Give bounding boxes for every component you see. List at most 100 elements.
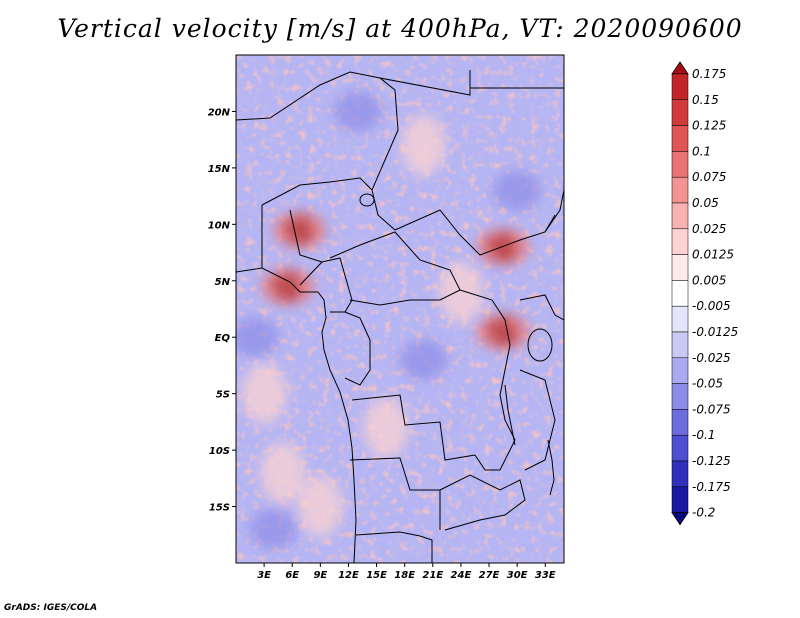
weak-ascent-area xyxy=(438,262,483,323)
lon-tick-label: 18E xyxy=(394,570,415,581)
colorbar-swatch xyxy=(671,305,689,333)
colorbar-swatch xyxy=(671,254,689,281)
colorbar-swatch xyxy=(671,151,689,178)
border-drc-south xyxy=(351,394,476,461)
colorbar-swatch xyxy=(671,383,689,410)
longitude-axis: 3E 6E 9E 12E 15E 18E 21E 24E 27E 30E 33E xyxy=(257,563,556,581)
descent-area xyxy=(399,339,448,380)
colorbar-level-label: 0.175 xyxy=(692,67,726,81)
velocity-field xyxy=(236,55,564,563)
descent-area xyxy=(236,317,279,358)
colorbar-swatch xyxy=(671,176,689,204)
lat-tick-label: 15S xyxy=(209,503,230,514)
weak-ascent-area xyxy=(260,442,305,503)
colorbar-level-label: -0.025 xyxy=(692,351,731,365)
colorbar-level-label: -0.125 xyxy=(692,454,731,468)
ascent-region xyxy=(477,313,530,350)
colorbar-level-label: -0.075 xyxy=(692,402,731,416)
lat-tick-label: 20N xyxy=(208,107,231,118)
colorbar-arrow-bottom xyxy=(671,512,689,526)
colorbar-level-label: -0.0125 xyxy=(692,325,738,339)
colorbar-level-label: 0.075 xyxy=(692,170,726,184)
coastline-west-africa xyxy=(236,267,357,563)
latitude-axis: 20N 15N 10N 5N EQ 5S 10S 15S xyxy=(208,107,236,514)
ascent-core xyxy=(502,323,513,334)
grads-credit: GrADS: IGES/COLA xyxy=(4,603,98,613)
ascent-core xyxy=(502,315,511,324)
border-libya xyxy=(236,70,471,121)
lat-tick-label: 10S xyxy=(209,446,230,457)
colorbar-swatch xyxy=(671,73,689,101)
descent-area xyxy=(249,509,298,550)
colorbar-level-label: -0.175 xyxy=(692,480,731,494)
lat-tick-label: 10N xyxy=(208,220,231,231)
ascent-core xyxy=(275,294,282,301)
colorbar-level-label: 0.025 xyxy=(692,222,726,236)
colorbar-swatch xyxy=(671,228,689,255)
ascent-core xyxy=(488,324,499,335)
map-title: Vertical velocity [m/s] at 400hPa, VT: 2… xyxy=(57,14,743,43)
border-angola xyxy=(349,457,441,530)
lon-tick-label: 12E xyxy=(338,570,359,581)
border-east-africa xyxy=(519,294,564,321)
colorbar-arrow-top xyxy=(671,61,689,75)
ascent-core xyxy=(493,235,500,242)
weak-ascent-area xyxy=(401,115,446,176)
colorbar-level-label: 0.005 xyxy=(692,273,726,287)
ascent-core xyxy=(284,291,295,302)
colorbar-level-label: 0.05 xyxy=(692,196,719,210)
descent-area xyxy=(493,170,542,211)
colorbar-swatch xyxy=(671,280,689,307)
ascent-core xyxy=(273,278,284,289)
ascent-core xyxy=(490,339,497,346)
lat-tick-label: 5S xyxy=(216,390,230,401)
colorbar-swatch xyxy=(671,357,689,384)
lon-tick-label: 3E xyxy=(257,570,271,581)
lon-tick-label: 33E xyxy=(535,570,556,581)
border-tanzania xyxy=(519,369,556,471)
ascent-core xyxy=(500,251,511,262)
border-congo xyxy=(344,311,371,386)
ascent-core xyxy=(286,270,295,279)
lon-tick-label: 21E xyxy=(422,570,443,581)
colorbar-level-label: 0.15 xyxy=(692,93,719,107)
lon-tick-label: 24E xyxy=(451,570,472,581)
weak-ascent-area xyxy=(242,363,287,424)
lakes xyxy=(359,193,555,496)
border-nigeria xyxy=(261,205,323,268)
colorbar-swatch xyxy=(671,434,689,462)
colorbar-level-label: -0.05 xyxy=(692,377,723,391)
lake-tanganyika xyxy=(504,384,516,446)
ascent-region xyxy=(261,268,314,305)
colorbar-swatch xyxy=(671,125,689,152)
colorbar-swatch xyxy=(671,202,689,230)
colorbar: 0.175 0.15 0.125 0.1 0.075 0.05 0.025 0.0125 0.0… xyxy=(671,61,738,526)
border-cameroon xyxy=(299,257,353,313)
ascent-core xyxy=(493,320,500,327)
colorbar-swatch xyxy=(671,460,689,488)
ascent-core xyxy=(299,213,308,222)
lake-malawi xyxy=(547,439,555,496)
colorbar-level-label: 0.125 xyxy=(692,119,726,133)
ascent-core xyxy=(287,237,294,244)
map-frame xyxy=(235,54,565,564)
border-niger-chad xyxy=(261,177,373,206)
descent-area xyxy=(333,91,382,132)
colorbar-level-label: -0.2 xyxy=(692,506,715,520)
lat-tick-label: EQ xyxy=(215,333,231,344)
ascent-core xyxy=(502,230,511,239)
border-chad-sudan xyxy=(371,77,399,231)
lon-tick-label: 27E xyxy=(479,570,500,581)
lake-chad xyxy=(359,193,375,207)
lat-tick-label: 15N xyxy=(208,164,231,175)
border-car xyxy=(329,231,461,306)
border-horn xyxy=(544,189,564,233)
lon-tick-label: 30E xyxy=(507,570,528,581)
lake-victoria xyxy=(527,328,553,362)
ascent-core xyxy=(297,234,308,245)
ascent-core xyxy=(299,222,310,233)
colorbar-level-label: -0.1 xyxy=(692,428,715,442)
country-borders xyxy=(236,70,564,563)
colorbar-level-label: 0.0125 xyxy=(692,248,734,262)
